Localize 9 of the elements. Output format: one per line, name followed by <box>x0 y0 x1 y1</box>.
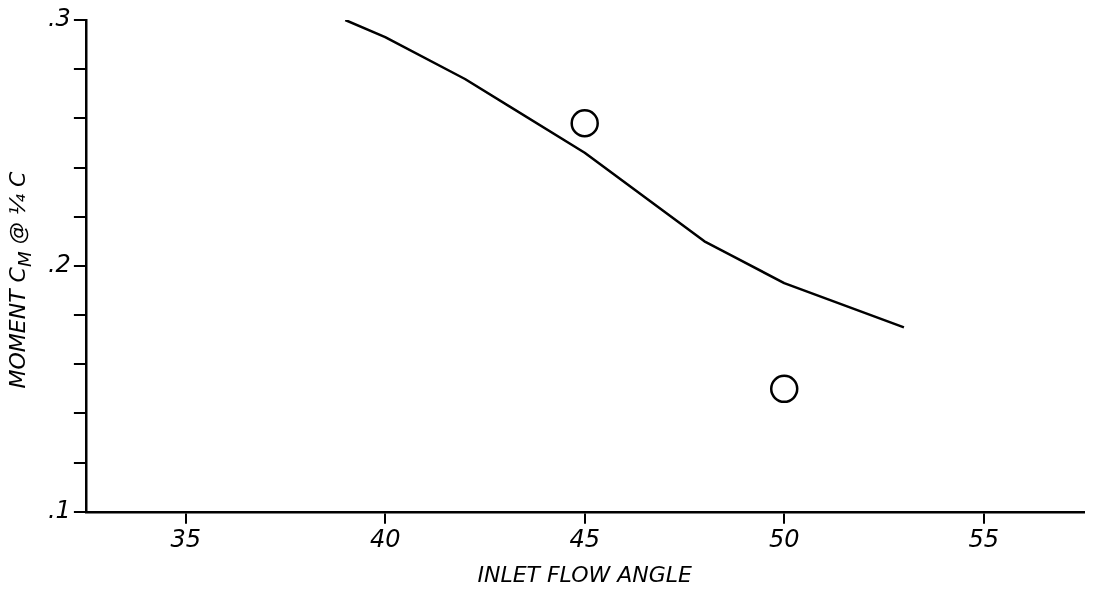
x-axis-title: INLET FLOW ANGLE <box>477 561 693 587</box>
y-tick-label: .1 <box>47 496 71 525</box>
x-tick-label: 55 <box>968 525 1000 554</box>
x-tick-label: 35 <box>170 525 201 554</box>
y-tick-label: .2 <box>47 250 71 279</box>
x-tick-label: 50 <box>768 525 800 554</box>
x-tick-label: 45 <box>569 525 600 554</box>
x-tick-label: 40 <box>369 525 401 554</box>
y-tick-label: .3 <box>47 4 71 33</box>
